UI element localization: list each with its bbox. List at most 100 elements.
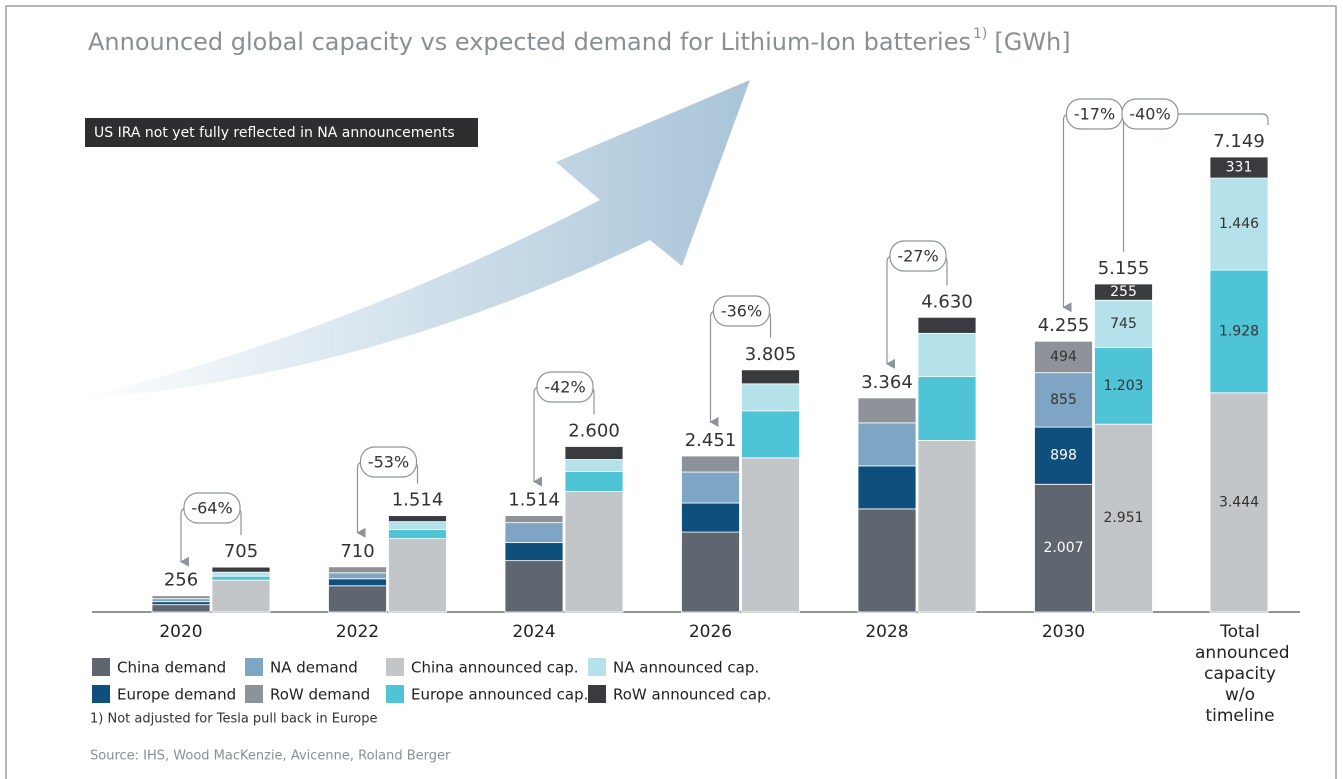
bar-segment: [858, 509, 916, 612]
bar-segment: [682, 472, 740, 503]
gap-label: -64%: [191, 499, 232, 518]
gap-label: -40%: [1129, 105, 1170, 124]
bar-segment: [918, 376, 976, 440]
legend-swatch: [245, 685, 263, 703]
segment-label: 1.446: [1219, 216, 1259, 232]
bar-segment: [918, 440, 976, 612]
legend-swatch: [588, 658, 606, 676]
total-label: 705: [224, 541, 258, 562]
bar-segment: [389, 516, 447, 522]
gap-bracket: [1118, 114, 1124, 252]
title-superscript: 1): [973, 26, 987, 42]
gap-label: -53%: [368, 453, 409, 472]
total-label: 5.155: [1098, 258, 1150, 279]
bar-segment: [389, 539, 447, 612]
segment-label: 2.951: [1103, 510, 1143, 526]
legend-label: Europe demand: [117, 686, 236, 704]
total-label: 1.514: [508, 490, 560, 511]
legend-swatch: [245, 658, 263, 676]
x-tick-label: 2020: [121, 622, 241, 643]
total-label: 1.514: [392, 490, 444, 511]
total-label: 256: [164, 570, 198, 591]
gap-bracket: [1178, 114, 1268, 125]
x-tick-label: 2024: [474, 622, 594, 643]
total-label: 710: [340, 541, 374, 562]
gap-arrow: [358, 462, 364, 533]
bar-segment: [212, 572, 270, 576]
legend-swatch: [386, 685, 404, 703]
source: Source: IHS, Wood MacKenzie, Avicenne, R…: [90, 749, 451, 764]
bar-segment: [682, 532, 740, 612]
bar-segment: [565, 472, 623, 492]
bar-segment: [152, 599, 210, 602]
segment-label: 331: [1226, 160, 1253, 176]
bar-segment: [329, 586, 387, 612]
total-label: 2.600: [568, 421, 620, 442]
bar-segment: [329, 573, 387, 579]
gap-label: -42%: [544, 378, 585, 397]
x-tick-label: 2030: [1004, 622, 1124, 643]
total-label: 2.451: [685, 430, 737, 451]
total-label: 3.805: [745, 344, 797, 365]
segment-label: 3.444: [1219, 494, 1259, 510]
segment-label: 255: [1110, 284, 1137, 300]
legend-label: RoW demand: [270, 686, 370, 704]
bar-segment: [682, 456, 740, 472]
legend-label: China demand: [117, 659, 226, 677]
bar-segment: [152, 596, 210, 599]
segment-label: 2.007: [1043, 540, 1083, 556]
bar-segment: [742, 384, 800, 411]
legend-label: NA demand: [270, 659, 358, 677]
bar-segment: [565, 492, 623, 612]
note: US IRA not yet fully reflected in NA ann…: [94, 125, 455, 141]
title-unit: [GWh]: [994, 28, 1070, 56]
x-tick-label: 2026: [651, 622, 771, 643]
total-label: 7.149: [1213, 131, 1265, 152]
bar-segment: [389, 530, 447, 539]
gap-label: -27%: [897, 247, 938, 266]
legend-swatch: [386, 658, 404, 676]
legend-label: NA announced cap.: [613, 659, 759, 677]
bar-segment: [742, 370, 800, 384]
bar-segment: [329, 567, 387, 573]
gap-arrow: [887, 256, 893, 364]
chart-title: Announced global capacity vs expected de…: [88, 26, 1071, 56]
bar-segment: [389, 522, 447, 530]
total-label: 4.255: [1038, 315, 1090, 336]
legend-label: RoW announced cap.: [613, 686, 771, 704]
bar-segment: [505, 516, 563, 523]
bar-segment: [742, 458, 800, 612]
bar-segment: [212, 580, 270, 612]
segment-label: 745: [1110, 316, 1137, 332]
gap-label: -17%: [1074, 105, 1115, 124]
bar-segment: [858, 423, 916, 466]
segment-label: 494: [1050, 349, 1077, 365]
total-label: 4.630: [921, 291, 973, 312]
segment-label: 855: [1050, 392, 1077, 408]
bar-segment: [742, 411, 800, 458]
bar-segment: [329, 579, 387, 586]
bar-segment: [918, 317, 976, 333]
bar-segment: [505, 543, 563, 561]
bar-segment: [505, 523, 563, 543]
x-tick-label: 2028: [827, 622, 947, 643]
bar-segment: [918, 333, 976, 376]
bar-segment: [565, 460, 623, 472]
segment-label: 898: [1050, 448, 1077, 464]
page: Announced global capacity vs expected de…: [0, 0, 1343, 779]
gap-arrow: [1064, 114, 1070, 307]
legend-swatch: [588, 685, 606, 703]
bar-segment: [212, 567, 270, 572]
gap-label: -36%: [721, 302, 762, 321]
total-label: 3.364: [861, 372, 913, 393]
segment-label: 1.203: [1103, 378, 1143, 394]
bar-segment: [565, 447, 623, 460]
title-text: Announced global capacity vs expected de…: [88, 28, 971, 56]
chart: Announced global capacity vs expected de…: [0, 0, 1343, 779]
legend-label: Europe announced cap.: [411, 686, 588, 704]
bar-segment: [858, 398, 916, 423]
segment-label: 1.928: [1219, 323, 1259, 339]
legend-swatch: [92, 685, 110, 703]
footnote: 1) Not adjusted for Tesla pull back in E…: [90, 712, 378, 727]
bar-segment: [505, 561, 563, 612]
